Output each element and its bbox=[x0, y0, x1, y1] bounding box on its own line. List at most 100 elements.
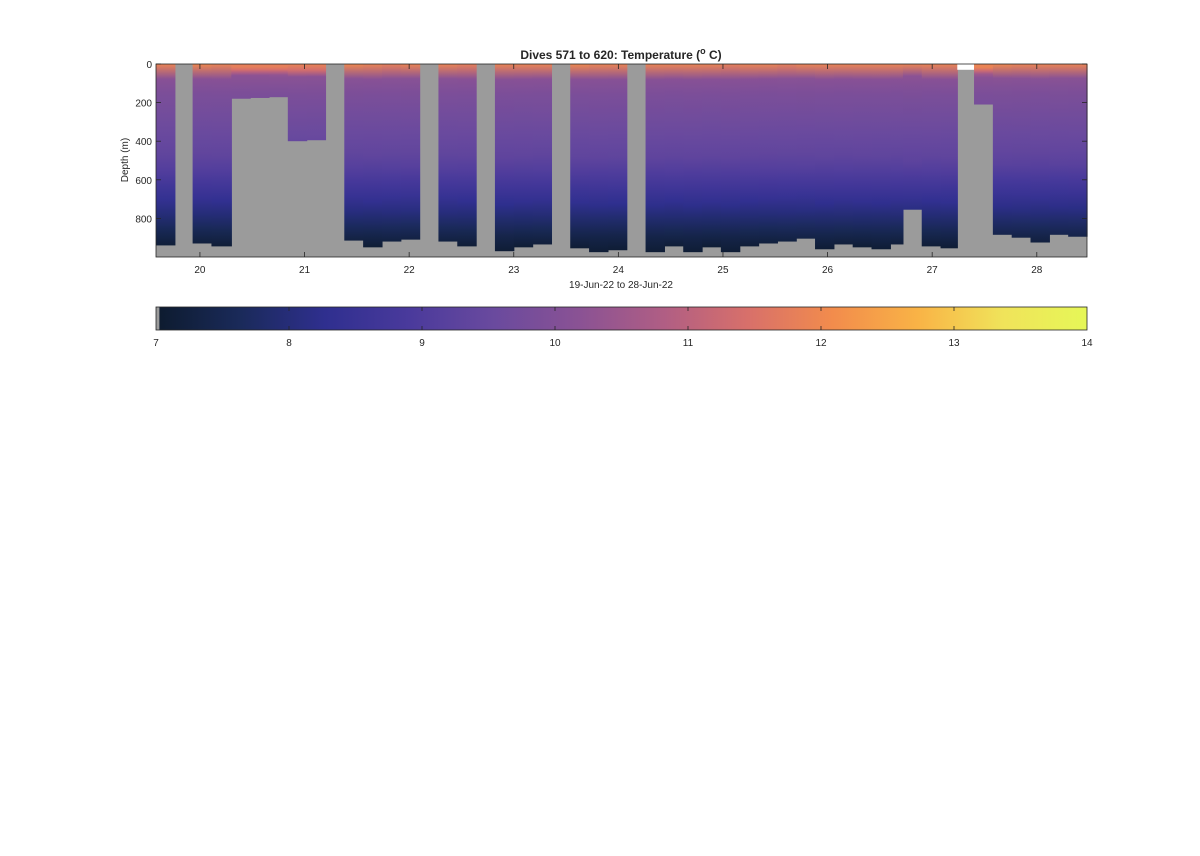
dive-column bbox=[231, 64, 251, 99]
x-tick-label: 28 bbox=[1031, 265, 1043, 276]
colorbar-tick-label: 11 bbox=[683, 338, 694, 349]
dive-profile bbox=[438, 64, 458, 242]
dive-column bbox=[940, 64, 958, 249]
dive-profile bbox=[1011, 64, 1032, 238]
dive-profile bbox=[940, 64, 958, 249]
dive-column bbox=[871, 64, 891, 250]
dive-profile bbox=[306, 64, 327, 141]
dive-column bbox=[306, 64, 327, 141]
dive-column bbox=[992, 64, 1013, 235]
dive-column bbox=[589, 64, 609, 253]
dive-profile bbox=[852, 64, 873, 248]
dive-profile bbox=[683, 64, 703, 253]
dive-profile bbox=[1068, 64, 1088, 237]
dive-column bbox=[570, 64, 590, 249]
x-axis: 20 21 22 23 24 25 26 27 28 bbox=[194, 64, 1043, 276]
dive-column bbox=[1068, 64, 1088, 237]
dive-column bbox=[211, 64, 232, 247]
x-tick-label: 20 bbox=[194, 265, 206, 276]
colorbar: 7 8 9 10 11 12 13 14 bbox=[153, 306, 1093, 349]
dive-column bbox=[287, 64, 308, 142]
x-tick-label: 23 bbox=[508, 265, 520, 276]
dive-column bbox=[957, 64, 975, 70]
dive-profile bbox=[739, 64, 760, 247]
dive-column bbox=[664, 64, 684, 247]
dive-profile bbox=[1049, 64, 1069, 235]
dive-column bbox=[974, 64, 994, 105]
dive-profile bbox=[494, 64, 515, 252]
dive-profile bbox=[702, 64, 722, 248]
dive-profile bbox=[513, 64, 534, 248]
dive-column bbox=[758, 64, 778, 244]
dive-column bbox=[344, 64, 364, 241]
dive-column bbox=[833, 64, 854, 245]
dive-column bbox=[457, 64, 477, 247]
dive-column bbox=[1011, 64, 1032, 238]
dive-column bbox=[438, 64, 458, 242]
dive-column bbox=[494, 64, 515, 252]
x-tick-label: 22 bbox=[404, 265, 416, 276]
colorbar-ticks: 7 8 9 10 11 12 13 14 bbox=[153, 307, 1093, 349]
dive-column bbox=[1049, 64, 1069, 235]
x-tick-label: 26 bbox=[822, 265, 834, 276]
dive-column bbox=[192, 64, 213, 244]
colorbar-tick-label: 10 bbox=[549, 338, 561, 349]
y-tick-label: 800 bbox=[135, 214, 152, 225]
dive-column bbox=[513, 64, 534, 248]
dive-profile bbox=[921, 64, 942, 247]
dive-column bbox=[1030, 64, 1050, 243]
dive-column bbox=[796, 64, 816, 239]
dive-profile bbox=[833, 64, 854, 245]
colorbar-tick-label: 14 bbox=[1081, 338, 1093, 349]
dive-profile bbox=[211, 64, 232, 247]
dive-column bbox=[645, 64, 665, 253]
dive-column bbox=[902, 64, 923, 210]
dive-profile bbox=[902, 64, 923, 210]
dive-column bbox=[607, 64, 628, 251]
dive-column bbox=[400, 64, 421, 240]
heatmap-plot: 20 21 22 23 24 25 26 27 28 0 200 400 600 800 bbox=[135, 60, 1088, 276]
x-tick-label: 27 bbox=[927, 265, 939, 276]
dive-profile bbox=[400, 64, 421, 240]
dive-profile bbox=[815, 64, 835, 250]
dive-profile bbox=[796, 64, 816, 239]
dive-profile bbox=[645, 64, 665, 253]
dive-column bbox=[250, 64, 270, 98]
dive-profile bbox=[720, 64, 741, 253]
y-axis-label: Depth (m) bbox=[120, 138, 131, 182]
colorbar-tick-label: 12 bbox=[815, 338, 827, 349]
y-tick-label: 200 bbox=[135, 99, 152, 110]
dive-profile bbox=[250, 64, 270, 98]
y-axis: 0 200 400 600 800 bbox=[135, 60, 1087, 225]
colorbar-missing-swatch bbox=[156, 307, 160, 330]
dive-profile bbox=[192, 64, 213, 244]
colorbar-gradient bbox=[155, 306, 1088, 331]
dive-profile bbox=[992, 64, 1013, 235]
x-axis-label: 19-Jun-22 to 28-Jun-22 bbox=[569, 280, 673, 291]
dive-profile bbox=[570, 64, 590, 249]
dive-profile bbox=[664, 64, 684, 247]
y-tick-label: 600 bbox=[135, 176, 152, 187]
dive-profile bbox=[268, 64, 289, 98]
dive-profile bbox=[532, 64, 553, 245]
dive-column bbox=[363, 64, 383, 248]
y-tick-label: 0 bbox=[146, 60, 152, 71]
dive-profile bbox=[344, 64, 364, 241]
dive-column bbox=[890, 64, 904, 245]
dive-profile bbox=[974, 64, 994, 105]
x-tick-label: 25 bbox=[717, 265, 729, 276]
dive-cap bbox=[957, 64, 975, 70]
dive-column bbox=[852, 64, 873, 248]
dive-profile bbox=[607, 64, 628, 251]
dive-columns bbox=[156, 64, 1088, 253]
chart-title: Dives 571 to 620: Temperature (o C) bbox=[520, 46, 721, 62]
dive-profile bbox=[156, 64, 176, 246]
dive-profile bbox=[457, 64, 477, 247]
colorbar-tick-label: 9 bbox=[419, 338, 425, 349]
dive-profile bbox=[381, 64, 402, 242]
dive-column bbox=[815, 64, 835, 250]
y-tick-label: 400 bbox=[135, 137, 152, 148]
dive-profile bbox=[589, 64, 609, 253]
